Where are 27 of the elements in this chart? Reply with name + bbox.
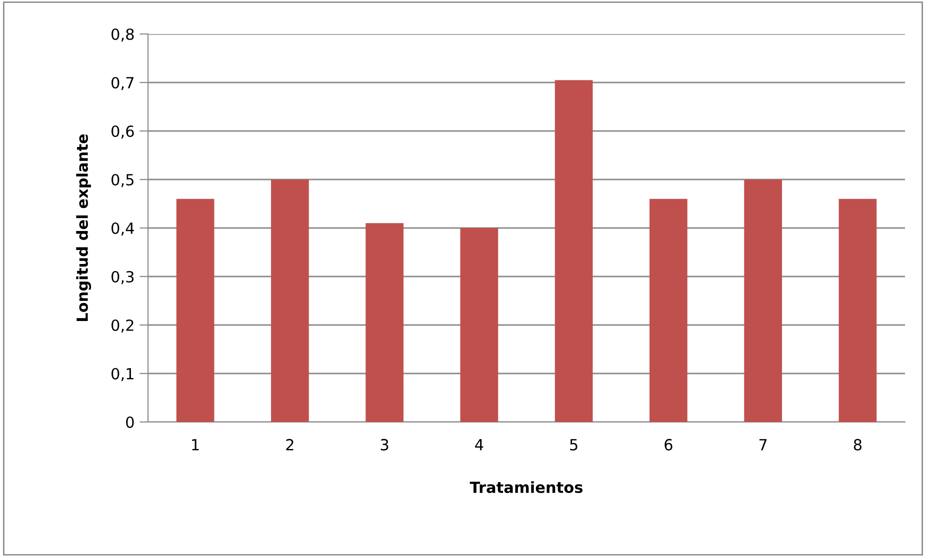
y-tick-label: 0,4	[112, 222, 134, 236]
bar	[271, 180, 309, 422]
x-tick-label: 5	[570, 439, 578, 450]
y-tick-label: 0,8	[112, 28, 134, 42]
bar	[650, 198, 688, 422]
x-tick-label: 6	[664, 438, 672, 450]
x-tick-label: 1	[192, 439, 199, 450]
x-tick-label: 2	[286, 438, 294, 450]
y-axis-title: Longitud del explante	[76, 134, 92, 321]
y-tick-label: 0,6	[112, 125, 134, 139]
y-tick-label: 0,1	[112, 368, 134, 382]
y-tick-label: 0	[126, 416, 134, 428]
bar	[366, 223, 404, 422]
x-tick-label: 8	[854, 438, 862, 450]
y-tick-label: 0,5	[112, 174, 134, 188]
bar	[176, 198, 214, 422]
x-axis-title: Tratamientos	[470, 481, 583, 494]
x-tick-label: 3	[380, 438, 388, 450]
x-tick-label: 7	[759, 439, 767, 450]
bar	[554, 80, 593, 422]
bar	[838, 198, 877, 422]
bar	[744, 180, 782, 422]
y-tick-label: 0,3	[112, 270, 134, 284]
y-tick-label: 0,7	[112, 76, 134, 90]
y-tick-label: 0,2	[112, 319, 134, 333]
x-tick-label: 4	[475, 439, 484, 450]
bar	[460, 228, 498, 422]
